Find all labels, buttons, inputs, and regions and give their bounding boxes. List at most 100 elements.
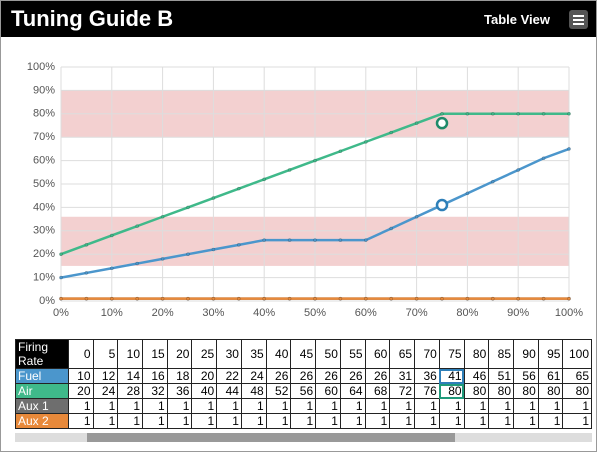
cell: 48 bbox=[240, 383, 267, 399]
header: Tuning Guide B Table View bbox=[1, 1, 596, 37]
cell: 1 bbox=[389, 413, 416, 429]
cell: 1 bbox=[315, 398, 341, 414]
cell: 80 bbox=[562, 383, 592, 399]
cell: 10 bbox=[67, 368, 94, 384]
cell: 72 bbox=[389, 383, 416, 399]
cell: 1 bbox=[414, 398, 440, 414]
cell: 1 bbox=[117, 398, 143, 414]
cell: 1 bbox=[339, 413, 366, 429]
data-point bbox=[59, 252, 63, 256]
row-header: Air bbox=[15, 383, 69, 399]
data-point bbox=[110, 266, 114, 271]
data-point bbox=[84, 271, 89, 275]
cell: 41 bbox=[438, 368, 465, 384]
cell: 40 bbox=[191, 383, 218, 399]
cell: 1 bbox=[562, 413, 592, 429]
cell: 28 bbox=[117, 383, 143, 399]
cell: 26 bbox=[265, 368, 292, 384]
data-point bbox=[414, 296, 419, 301]
cell: 100 bbox=[562, 339, 592, 369]
data-point bbox=[567, 296, 571, 301]
cell: 60 bbox=[364, 339, 391, 369]
x-tick-label: 90% bbox=[507, 307, 529, 319]
cell: 1 bbox=[166, 413, 193, 429]
cell: 45 bbox=[290, 339, 317, 369]
cell: 32 bbox=[142, 383, 168, 399]
data-point bbox=[338, 296, 343, 301]
data-point bbox=[389, 226, 394, 231]
cell: 65 bbox=[562, 368, 592, 384]
cell: 1 bbox=[414, 413, 440, 429]
data-point bbox=[110, 296, 114, 301]
x-tick-label: 80% bbox=[456, 307, 478, 319]
cell: 1 bbox=[488, 398, 515, 414]
cell: 80 bbox=[513, 383, 539, 399]
cell: 24 bbox=[240, 368, 267, 384]
cell: 46 bbox=[463, 368, 490, 384]
cell: 36 bbox=[414, 368, 440, 384]
cell: 1 bbox=[389, 398, 416, 414]
data-point bbox=[287, 296, 292, 301]
data-point bbox=[262, 238, 267, 242]
scrollbar[interactable] bbox=[15, 433, 592, 442]
x-tick-label: 10% bbox=[101, 307, 123, 319]
table-row: Fuel 10 12 14 16 18 20 22 24 26 26 26 26 26 31 36 41 46 51… bbox=[15, 368, 592, 384]
x-tick-label: 50% bbox=[304, 307, 326, 319]
data-point bbox=[186, 296, 190, 301]
cell: 80 bbox=[463, 339, 490, 369]
row-header: Fuel bbox=[15, 368, 69, 384]
cell: 51 bbox=[488, 368, 515, 384]
y-tick-label: 80% bbox=[33, 108, 55, 120]
data-point bbox=[414, 214, 419, 219]
cell: 60 bbox=[315, 383, 341, 399]
scroll-thumb[interactable] bbox=[87, 433, 455, 442]
cell: 26 bbox=[290, 368, 317, 384]
x-tick-label: 60% bbox=[355, 307, 377, 319]
cell: 1 bbox=[339, 398, 366, 414]
cell: 61 bbox=[537, 368, 564, 384]
cell: 35 bbox=[240, 339, 267, 369]
cell: 1 bbox=[364, 398, 391, 414]
data-point bbox=[160, 257, 165, 261]
data-point bbox=[363, 296, 368, 301]
cell: 55 bbox=[339, 339, 366, 369]
cell: 40 bbox=[265, 339, 292, 369]
data-point bbox=[237, 296, 241, 301]
y-tick-label: 40% bbox=[33, 201, 55, 213]
cell: 14 bbox=[117, 368, 143, 384]
cell: 25 bbox=[191, 339, 218, 369]
data-point bbox=[313, 296, 317, 301]
menu-button[interactable] bbox=[569, 10, 588, 29]
cell: 80 bbox=[488, 383, 515, 399]
chart: 0% 10% 20% 30% 40% 50% 60% 70% 80% 90% 100% 0% 10% 20… bbox=[27, 61, 583, 319]
cell: 1 bbox=[191, 398, 218, 414]
y-tick-label: 10% bbox=[33, 272, 55, 284]
table-view-button[interactable]: Table View bbox=[484, 12, 550, 27]
cell: 75 bbox=[438, 339, 465, 369]
data-point bbox=[110, 233, 114, 238]
data-point bbox=[84, 296, 89, 301]
data-point bbox=[237, 243, 241, 247]
cell: 76 bbox=[414, 383, 440, 399]
y-tick-label: 100% bbox=[27, 61, 55, 73]
cell: 1 bbox=[364, 413, 391, 429]
cell: 1 bbox=[488, 413, 515, 429]
x-tick-label: 30% bbox=[202, 307, 224, 319]
x-tick-label: 100% bbox=[555, 307, 583, 319]
cell: 20 bbox=[166, 339, 193, 369]
x-tick-label: 40% bbox=[253, 307, 275, 319]
data-point bbox=[186, 252, 190, 256]
data-point bbox=[363, 140, 368, 144]
data-point bbox=[313, 238, 317, 242]
data-point bbox=[465, 296, 470, 301]
data-point bbox=[313, 158, 317, 163]
y-tick-label: 0% bbox=[39, 295, 55, 307]
marker bbox=[435, 116, 449, 130]
table: Firing Rate 0 5 10 15 20 25 30 35 40 45 50 55 60 65 70 7… bbox=[15, 339, 592, 429]
cell: 1 bbox=[513, 398, 539, 414]
cell: 1 bbox=[240, 413, 267, 429]
cell: 22 bbox=[216, 368, 242, 384]
